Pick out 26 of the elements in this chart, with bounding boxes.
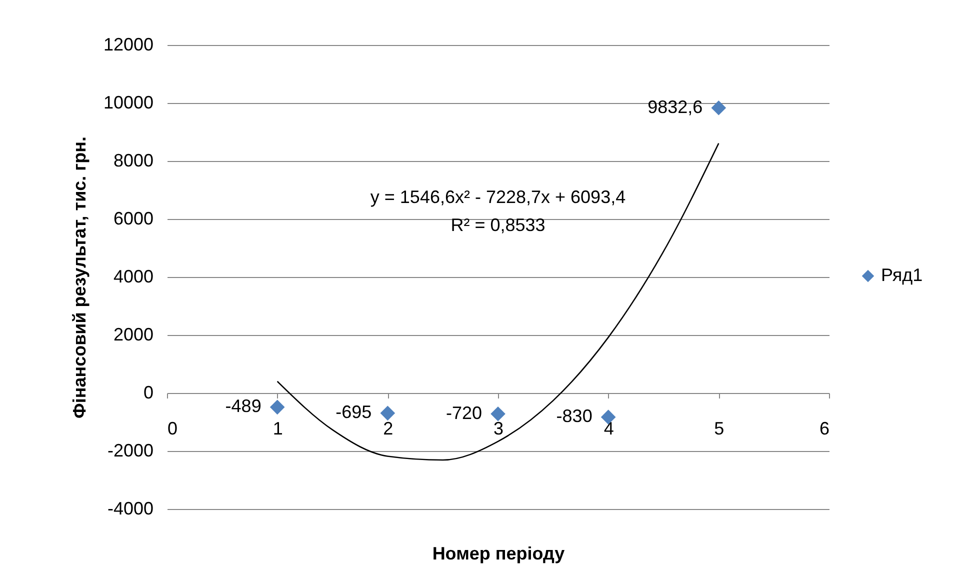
x-tick-label: 1 — [272, 418, 283, 438]
x-tick-label: 6 — [819, 418, 830, 438]
data-label: -720 — [446, 402, 482, 423]
data-label: -830 — [556, 406, 592, 426]
x-tick-label: 0 — [168, 418, 178, 438]
y-tick-label: -2000 — [107, 440, 154, 460]
x-tick-label: 3 — [493, 418, 504, 438]
y-tick-label: 0 — [143, 382, 154, 402]
data-label: -695 — [336, 402, 372, 422]
y-tick-label: 12000 — [103, 34, 154, 54]
x-tick-label: 5 — [714, 418, 724, 438]
y-tick-label: 6000 — [113, 208, 154, 228]
x-axis-title: Номер періоду — [432, 544, 565, 564]
legend-label: Ряд1 — [881, 265, 923, 285]
y-axis-title: Фінансовий результат, тис. грн. — [69, 136, 90, 419]
annotation: y = 1546,6x² - 7228,7x + 6093,4 — [370, 187, 626, 208]
annotation: R² = 0,8533 — [450, 215, 546, 236]
y-tick-label: 8000 — [113, 150, 154, 170]
data-label: 9832,6 — [648, 96, 703, 117]
x-tick-label: 4 — [604, 418, 614, 438]
y-tick-label: 4000 — [113, 266, 154, 286]
y-tick-label: -4000 — [107, 498, 154, 518]
y-tick-label: 10000 — [103, 92, 154, 112]
data-label: -489 — [225, 396, 262, 416]
x-tick-label: 2 — [383, 418, 394, 438]
y-tick-label: 2000 — [113, 324, 154, 344]
